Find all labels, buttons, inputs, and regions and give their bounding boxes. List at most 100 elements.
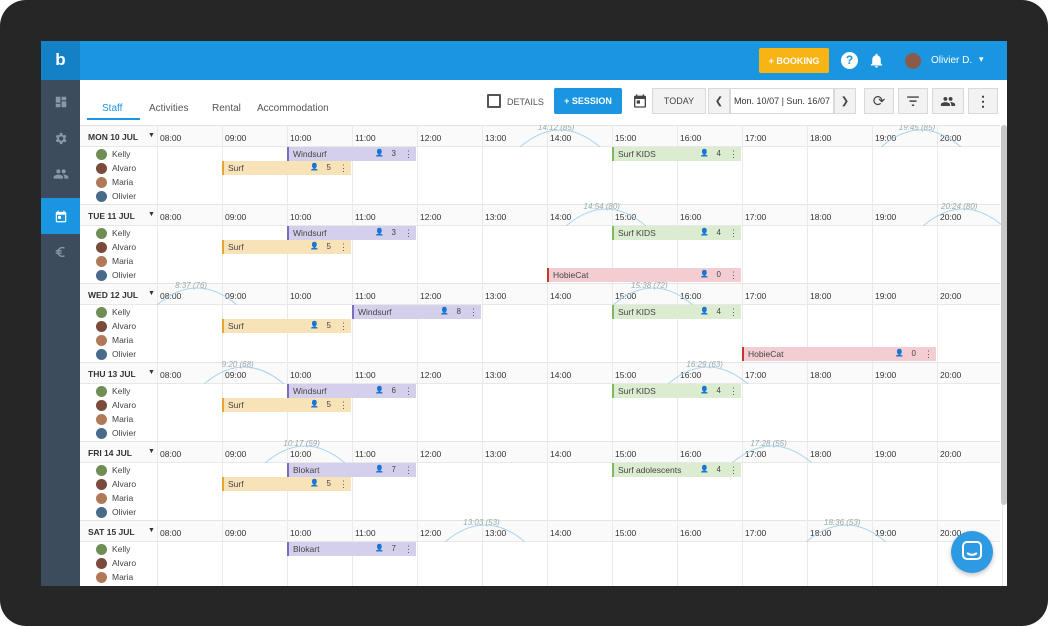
session-block[interactable]: Windsurf 👤 3 ⋮ — [287, 147, 416, 161]
staff-row[interactable]: Kelly — [96, 542, 130, 556]
session-menu-icon[interactable]: ⋮ — [729, 307, 738, 317]
staff-row[interactable]: Maria — [96, 175, 133, 189]
chat-button[interactable] — [951, 531, 993, 573]
staff-row[interactable]: Maria — [96, 570, 133, 584]
session-block[interactable]: HobieCat 👤 0 ⋮ — [742, 347, 936, 361]
session-menu-icon[interactable]: ⋮ — [339, 163, 348, 173]
collapse-day-caret-icon[interactable]: ▼ — [148, 448, 155, 455]
staff-row[interactable]: Maria — [96, 491, 133, 505]
session-block[interactable]: Surf 👤 5 ⋮ — [222, 240, 351, 254]
staff-row[interactable]: Kelly — [96, 384, 130, 398]
details-checkbox[interactable] — [487, 94, 501, 108]
session-block[interactable]: Surf KIDS 👤 4 ⋮ — [612, 147, 741, 161]
sidebar-item-staff[interactable] — [41, 156, 80, 192]
collapse-day-caret-icon[interactable]: ▼ — [148, 211, 155, 218]
day-label[interactable]: MON 10 JUL — [88, 132, 139, 142]
session-menu-icon[interactable]: ⋮ — [339, 321, 348, 331]
staff-row[interactable]: Alvaro — [96, 477, 136, 491]
session-block[interactable]: Windsurf 👤 8 ⋮ — [352, 305, 481, 319]
sidebar-item-calendar[interactable] — [41, 198, 80, 234]
collapse-day-caret-icon[interactable]: ▼ — [148, 290, 155, 297]
session-menu-icon[interactable]: ⋮ — [729, 270, 738, 280]
staff-row[interactable]: Alvaro — [96, 240, 136, 254]
sidebar-item-dashboard[interactable] — [41, 84, 80, 120]
session-menu-icon[interactable]: ⋮ — [339, 400, 348, 410]
session-block[interactable]: Blokart 👤 7 ⋮ — [287, 542, 416, 556]
staff-row[interactable]: Olivier — [96, 268, 136, 282]
user-avatar[interactable] — [905, 53, 921, 69]
day-label[interactable]: FRI 14 JUL — [88, 448, 132, 458]
session-menu-icon[interactable]: ⋮ — [404, 465, 413, 475]
app-logo[interactable]: b — [41, 41, 80, 80]
session-block[interactable]: Surf adolescents 👤 4 ⋮ — [612, 463, 741, 477]
session-menu-icon[interactable]: ⋮ — [469, 307, 478, 317]
staff-row[interactable]: Alvaro — [96, 556, 136, 570]
staff-view-button[interactable] — [932, 88, 964, 114]
date-range-field[interactable]: Mon. 10/07 | Sun. 16/07 — [730, 88, 834, 114]
session-menu-icon[interactable]: ⋮ — [404, 544, 413, 554]
collapse-day-caret-icon[interactable]: ▼ — [148, 527, 155, 534]
next-week-button[interactable]: ❯ — [834, 88, 856, 114]
session-block[interactable]: Surf 👤 5 ⋮ — [222, 398, 351, 412]
session-menu-icon[interactable]: ⋮ — [404, 228, 413, 238]
staff-row[interactable]: Maria — [96, 333, 133, 347]
staff-row[interactable]: Olivier — [96, 189, 136, 203]
session-menu-icon[interactable]: ⋮ — [924, 349, 933, 359]
staff-row[interactable]: Kelly — [96, 226, 130, 240]
help-icon[interactable]: ? — [841, 52, 858, 69]
session-block[interactable]: Surf 👤 5 ⋮ — [222, 319, 351, 333]
staff-row[interactable]: Olivier — [96, 426, 136, 440]
session-menu-icon[interactable]: ⋮ — [404, 386, 413, 396]
collapse-day-caret-icon[interactable]: ▼ — [148, 369, 155, 376]
day-label[interactable]: SAT 15 JUL — [88, 527, 135, 537]
staff-row[interactable]: Kelly — [96, 147, 130, 161]
today-button[interactable]: TODAY — [652, 88, 706, 114]
session-menu-icon[interactable]: ⋮ — [339, 479, 348, 489]
session-menu-icon[interactable]: ⋮ — [729, 149, 738, 159]
vertical-scrollbar[interactable] — [1001, 125, 1007, 505]
staff-row[interactable]: Olivier — [96, 347, 136, 361]
tab-accommodation[interactable]: Accommodation — [257, 103, 329, 114]
session-block[interactable]: Windsurf 👤 6 ⋮ — [287, 384, 416, 398]
day-label[interactable]: THU 13 JUL — [88, 369, 136, 379]
day-label[interactable]: TUE 11 JUL — [88, 211, 135, 221]
tab-staff[interactable]: Staff — [102, 103, 123, 114]
session-block[interactable]: Surf 👤 5 ⋮ — [222, 477, 351, 491]
more-options-button[interactable]: ⋮ — [968, 88, 998, 114]
filter-button[interactable] — [898, 88, 928, 114]
staff-row[interactable]: Alvaro — [96, 398, 136, 412]
staff-row[interactable]: Olivier — [96, 505, 136, 519]
session-menu-icon[interactable]: ⋮ — [339, 242, 348, 252]
calendar-picker-icon[interactable] — [632, 92, 648, 110]
session-menu-icon[interactable]: ⋮ — [729, 465, 738, 475]
prev-week-button[interactable]: ❮ — [708, 88, 730, 114]
session-menu-icon[interactable]: ⋮ — [404, 149, 413, 159]
session-block[interactable]: Surf 👤 5 ⋮ — [222, 161, 351, 175]
session-block[interactable]: Surf KIDS 👤 4 ⋮ — [612, 384, 741, 398]
sidebar-item-settings[interactable] — [41, 120, 80, 156]
staff-row[interactable]: Maria — [96, 254, 133, 268]
tab-activities[interactable]: Activities — [149, 103, 189, 114]
tab-rental[interactable]: Rental — [212, 103, 241, 114]
session-menu-icon[interactable]: ⋮ — [729, 228, 738, 238]
day-label[interactable]: WED 12 JUL — [88, 290, 139, 300]
collapse-day-caret-icon[interactable]: ▼ — [148, 132, 155, 139]
staff-row[interactable]: Olivier — [96, 584, 136, 586]
staff-row[interactable]: Alvaro — [96, 319, 136, 333]
bell-icon[interactable] — [868, 52, 885, 69]
session-menu-icon[interactable]: ⋮ — [729, 386, 738, 396]
session-block[interactable]: HobieCat 👤 0 ⋮ — [547, 268, 741, 282]
sidebar-item-finance[interactable] — [41, 234, 80, 270]
session-block[interactable]: Surf KIDS 👤 4 ⋮ — [612, 226, 741, 240]
user-name[interactable]: Olivier D. — [931, 55, 973, 66]
session-block[interactable]: Windsurf 👤 3 ⋮ — [287, 226, 416, 240]
add-booking-button[interactable]: + BOOKING — [759, 48, 829, 73]
staff-row[interactable]: Kelly — [96, 463, 130, 477]
staff-row[interactable]: Maria — [96, 412, 133, 426]
staff-row[interactable]: Kelly — [96, 305, 130, 319]
session-block[interactable]: Blokart 👤 7 ⋮ — [287, 463, 416, 477]
user-menu-caret-icon[interactable]: ▾ — [979, 54, 984, 64]
refresh-button[interactable]: ⟳ — [864, 88, 894, 114]
add-session-button[interactable]: + SESSION — [554, 88, 622, 114]
session-block[interactable]: Surf KIDS 👤 4 ⋮ — [612, 305, 741, 319]
